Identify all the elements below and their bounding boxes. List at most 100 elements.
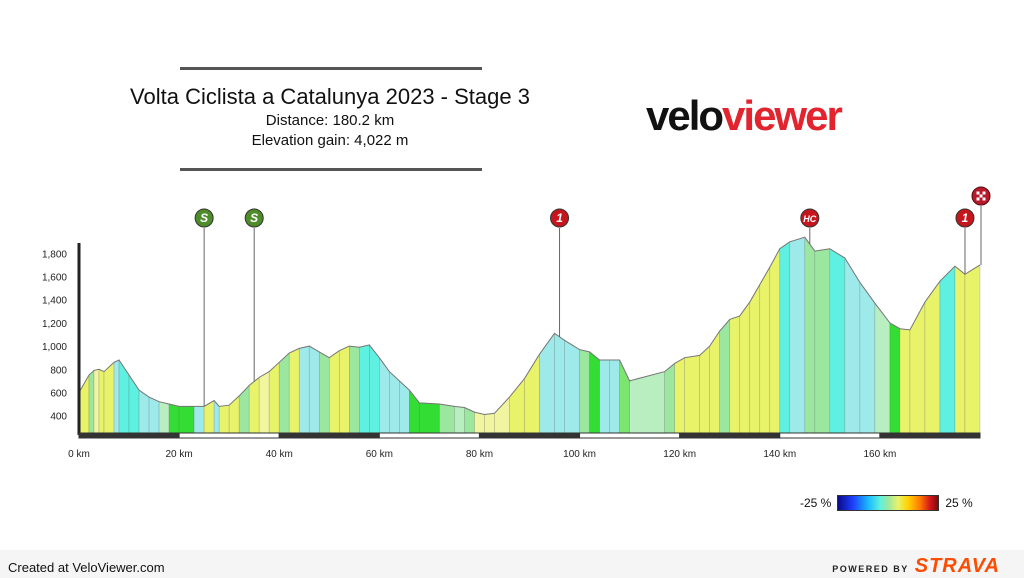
finish-checker-square [982,191,986,195]
profile-segment [308,345,320,434]
profile-segment [348,345,360,434]
powered-by-strava[interactable]: POWERED BY STRAVA [832,555,1000,578]
profile-segment [113,359,120,434]
x-axis-scale-block [879,432,981,439]
profile-segment [118,359,130,434]
x-tick-label: 0 km [68,449,90,460]
profile-segment [338,345,350,434]
profile-segment [474,411,485,434]
profile-segment [238,384,250,434]
profile-outline [78,236,981,415]
profile-segment [709,330,721,434]
profile-segment [454,406,465,434]
profile-segment [369,344,380,434]
profile-segment [579,349,590,434]
profile-segment [193,406,205,434]
profile-segment [804,236,816,434]
y-tick-label: 1,400 [42,296,67,307]
x-tick-label: 60 km [366,449,393,460]
chart-title: Volta Ciclista a Catalunya 2023 - Stage … [130,84,530,109]
y-tick-label: 400 [50,412,67,423]
x-axis-scale-block [779,432,881,439]
x-axis-scale-block [178,432,280,439]
profile-segment [699,345,711,434]
x-axis-scale-block [78,432,180,439]
profile-segment [909,301,926,434]
profile-segment [539,332,555,434]
profile-segment [874,302,891,434]
profile-segment [719,318,731,434]
profile-segment [739,301,751,434]
y-tick-label: 600 [50,388,67,399]
sprint-marker [194,208,214,228]
profile-segment [268,361,280,434]
profile-segment [389,370,400,434]
profile-segment [248,376,260,434]
sprint-marker [244,208,264,228]
profile-segment [684,355,700,434]
marker-label: 1 [556,211,563,225]
profile-segments [78,236,981,434]
marker-label: S [250,211,258,225]
profile-segment [759,266,771,434]
profile-segment [924,280,941,434]
profile-segment [629,371,665,434]
profile-segment [158,401,170,434]
x-tick-label: 100 km [563,449,596,460]
profile-segment [599,359,610,434]
profile-segment [359,344,370,434]
gradient-color-bar [837,495,940,511]
x-axis: 0 km 20 km 40 km 60 km 80 km 100 km 120 km 140 … [68,432,981,460]
x-tick-label: 140 km [763,449,796,460]
logo-part-viewer: viewer [722,92,843,139]
profile-segment [964,264,981,434]
profile-segment [509,377,525,434]
profile-segment [954,265,966,434]
profile-segment [779,241,791,434]
x-tick-label: 160 km [863,449,896,460]
title-bottom-rule [180,168,482,171]
climb-category-marker [800,208,820,228]
profile-segment [769,248,781,434]
legend-max-label: 25 % [945,496,973,510]
profile-segment [298,345,310,434]
logo-part-velo: velo [646,92,724,139]
x-axis-scale-block [679,432,781,439]
profile-segment [258,371,270,434]
legend-min-label: -25 % [800,496,832,510]
profile-segment [103,361,115,434]
profile-segment [939,265,956,434]
y-axis: 400 600 800 1,000 1,200 1,400 1,600 1,800 [42,243,81,435]
x-axis-scale-block [478,432,581,439]
profile-segment [148,396,160,434]
profile-segment [278,352,290,434]
elevation-gain-label: Elevation gain: 4,022 m [251,132,409,149]
created-at-link[interactable]: Created at VeloViewer.com [8,560,165,575]
elevation-profile-chart: 400 600 800 1,000 1,200 1,400 1,600 1,800 0 km 2… [42,186,991,460]
profile-segment [318,351,330,434]
y-tick-label: 1,800 [42,249,67,260]
profile-segment [844,256,861,434]
profile-segment [589,351,600,434]
profile-segment [554,332,565,434]
profile-segment [749,283,761,434]
title-top-rule [180,67,482,70]
climb-category-marker [955,208,975,228]
distance-label: Distance: 180.2 km [265,112,395,129]
profile-segment [288,347,300,434]
route-markers: S S 1 HC 1 [194,186,991,407]
veloviewer-logo: veloviewer [646,92,843,140]
climb-category-marker [550,208,570,228]
profile-segment [128,374,140,434]
x-tick-label: 120 km [663,449,696,460]
profile-segment [609,359,620,434]
x-tick-label: 80 km [466,449,493,460]
profile-segment [228,395,240,434]
y-tick-label: 1,000 [42,342,67,353]
profile-segment [484,412,495,434]
marker-label: S [200,211,208,225]
y-tick-label: 1,200 [42,319,67,330]
x-axis-scale-block [378,432,480,439]
gradient-legend: -25 % 25 % [800,495,973,511]
x-tick-label: 20 km [165,449,192,460]
